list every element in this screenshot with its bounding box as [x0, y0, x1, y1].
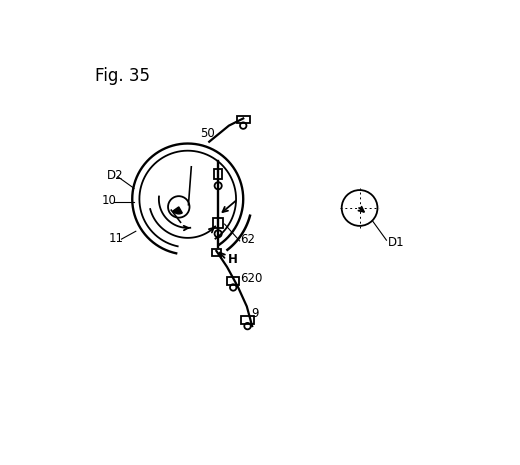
Text: 50: 50	[200, 127, 215, 140]
Text: 62: 62	[240, 233, 255, 246]
Text: 11: 11	[109, 232, 124, 245]
FancyBboxPatch shape	[212, 249, 220, 256]
Text: H: H	[228, 253, 238, 266]
FancyBboxPatch shape	[241, 317, 254, 324]
FancyBboxPatch shape	[213, 218, 223, 228]
Text: Fig. 35: Fig. 35	[95, 66, 150, 85]
FancyBboxPatch shape	[227, 277, 239, 285]
Text: 620: 620	[240, 272, 263, 286]
Text: 9: 9	[251, 307, 258, 320]
Text: D2: D2	[107, 169, 124, 182]
Polygon shape	[173, 207, 183, 214]
Text: 10: 10	[102, 194, 116, 207]
FancyBboxPatch shape	[237, 116, 250, 123]
FancyBboxPatch shape	[214, 169, 222, 179]
Text: D1: D1	[388, 236, 405, 249]
